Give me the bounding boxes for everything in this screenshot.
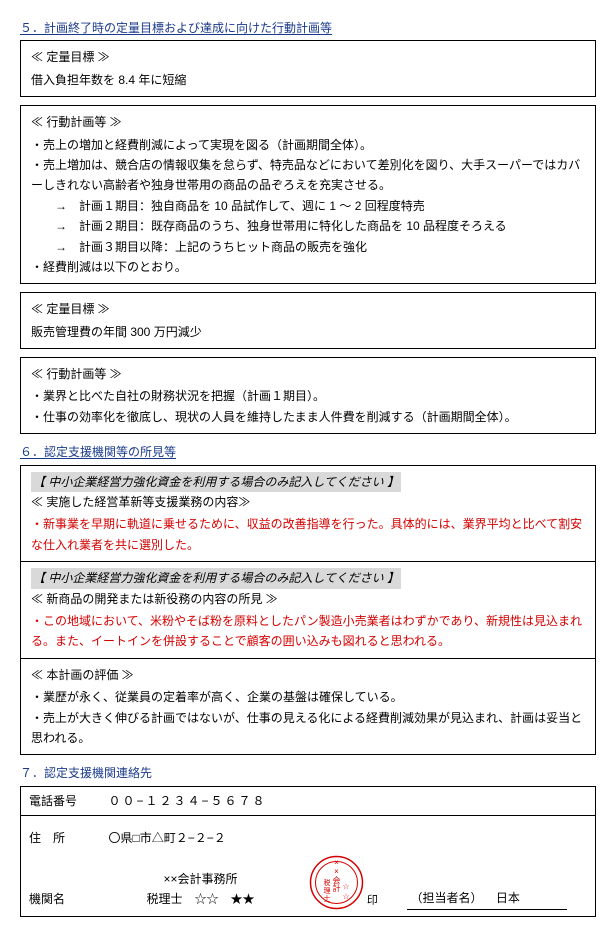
bullet: ・業界と比べた自社の財務状況を把握（計画１期目）。 (31, 386, 585, 406)
svg-text:理: 理 (323, 887, 330, 895)
section5-box1: ≪ 定量目標 ≫ 借入負担年数を 8.4 年に短縮 (20, 40, 596, 97)
person-label: （担当者名） (411, 891, 483, 905)
contact-table: 電話番号 ００−１２３４−５６７８ 住 所 〇県□市△町２−２−２ 機関名 ××… (20, 786, 596, 917)
note-highlight: 【 中小企業経営力強化資金を利用する場合のみ記入してください 】 (31, 472, 401, 492)
section5-box3: ≪ 定量目標 ≫ 販売管理費の年間 300 万円減少 (20, 292, 596, 349)
box-header: ≪ 行動計画等 ≫ (31, 112, 585, 132)
org-cell: ××会計事務所 税理士 ☆☆ ★★ (101, 853, 301, 917)
bullet: ・業歴が永く、従業員の定着率が高く、企業の基盤は確保している。 (31, 687, 585, 707)
section6-box2: 【 中小企業経営力強化資金を利用する場合のみ記入してください 】 ≪ 新商品の開… (20, 561, 596, 658)
bullet: ・売上増加は、競合店の情報収集を怠らず、特売品などにおいて差別化を図り、大手スー… (31, 155, 585, 196)
addr-value: 〇県□市△町２−２−２ (101, 816, 596, 853)
section6-title: ６．認定支援機関等の所見等 (20, 442, 596, 462)
office-name: ××会計事務所 (109, 869, 293, 889)
person-cell: （担当者名） 日本 (391, 853, 596, 917)
box-line: 販売管理費の年間 300 万円減少 (31, 322, 585, 342)
phone-label: 電話番号 (21, 786, 101, 815)
org-name: 税理士 ☆☆ ★★ (109, 889, 293, 909)
addr-label: 住 所 (21, 816, 101, 853)
box-header: ≪ 行動計画等 ≫ (31, 364, 585, 384)
arrow-line: → 計画３期目以降：上記のうちヒット商品の販売を強化 (31, 237, 585, 257)
seal-icon: ××会計 税 理 士 ☆ ☆ (309, 855, 364, 910)
section7-title: ７．認定支援機関連絡先 (20, 763, 596, 783)
note-highlight: 【 中小企業経営力強化資金を利用する場合のみ記入してください 】 (31, 568, 401, 588)
bullet: ・経費削減は以下のとおり。 (31, 257, 585, 277)
box-header: ≪ 定量目標 ≫ (31, 47, 585, 67)
box-line: 借入負担年数を 8.4 年に短縮 (31, 70, 585, 90)
svg-text:士: 士 (323, 894, 330, 903)
svg-text:税: 税 (323, 878, 330, 887)
bullet: ・仕事の効率化を徹底し、現状の人員を維持したまま人件費を削減する（計画期間全体）… (31, 407, 585, 427)
box-header: ≪ 実施した経営革新等支援業務の内容≫ (31, 492, 585, 512)
red-text: ・新事業を早期に軌道に乗せるために、収益の改善指導を行った。具体的には、業界平均… (31, 514, 585, 555)
bullet: ・売上の増加と経費削減によって実現を図る（計画期間全体）。 (31, 135, 585, 155)
svg-text:××会計: ××会計 (332, 858, 341, 893)
phone-value: ００−１２３４−５６７８ (101, 786, 596, 815)
box-header: ≪ 定量目標 ≫ (31, 299, 585, 319)
box-header: ≪ 本計画の評価 ≫ (31, 665, 585, 685)
org-label: 機関名 (21, 853, 101, 917)
svg-text:☆: ☆ (342, 892, 349, 901)
section5-box4: ≪ 行動計画等 ≫ ・業界と比べた自社の財務状況を把握（計画１期目）。 ・仕事の… (20, 357, 596, 434)
box-header: ≪ 新商品の開発または新役務の内容の所見 ≫ (31, 589, 585, 609)
svg-text:☆: ☆ (342, 882, 349, 891)
red-text: ・この地域において、米粉やそば粉を原料としたパン製造小売業者はわずかであり、新規… (31, 611, 585, 652)
bullet: ・売上が大きく伸びる計画ではないが、仕事の見える化による経費削減効果が見込まれ、… (31, 708, 585, 749)
section5-box2: ≪ 行動計画等 ≫ ・売上の増加と経費削減によって実現を図る（計画期間全体）。 … (20, 105, 596, 284)
seal-cell: ××会計 税 理 士 ☆ ☆ 印 (301, 853, 391, 917)
arrow-line: → 計画１期目：独自商品を 10 品試作して、週に 1 ～ 2 回程度特売 (31, 196, 585, 216)
section6-box3: ≪ 本計画の評価 ≫ ・業歴が永く、従業員の定着率が高く、企業の基盤は確保してい… (20, 658, 596, 756)
stamp-label: 印 (367, 894, 378, 906)
arrow-line: → 計画２期目：既存商品のうち、独身世帯用に特化した商品を 10 品程度そろえる (31, 216, 585, 236)
section5-title: ５．計画終了時の定量目標および達成に向けた行動計画等 (20, 18, 596, 38)
section6-box1: 【 中小企業経営力強化資金を利用する場合のみ記入してください 】 ≪ 実施した経… (20, 465, 596, 562)
person-value: 日本 (496, 891, 520, 905)
